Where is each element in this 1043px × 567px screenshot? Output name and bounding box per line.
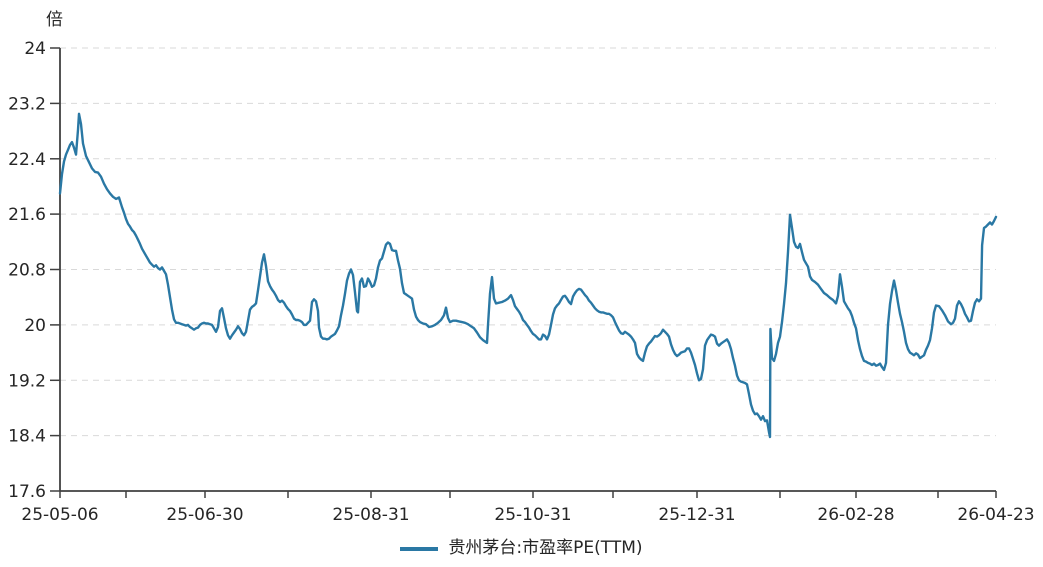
chart-legend: 贵州茅台:市盈率PE(TTM) — [0, 537, 1043, 561]
y-tick-label: 22.4 — [8, 150, 46, 170]
y-tick-label: 24 — [24, 39, 46, 59]
x-tick-label: 25-10-31 — [494, 505, 571, 525]
pe-ttm-series-line — [58, 112, 998, 439]
legend-series-label: 贵州茅台:市盈率PE(TTM) — [448, 538, 643, 558]
x-tick-label: 25-05-06 — [21, 505, 98, 525]
x-tick-label: 25-08-31 — [332, 505, 409, 525]
y-tick-label: 20 — [24, 316, 46, 336]
x-tick-label: 26-04-23 — [957, 505, 1034, 525]
y-tick-label: 18.4 — [8, 427, 46, 447]
x-tick-label: 26-02-28 — [817, 505, 894, 525]
y-tick-label: 19.2 — [8, 371, 46, 391]
x-tick-label: 25-12-31 — [658, 505, 735, 525]
y-axis-unit-label: 倍 — [46, 10, 63, 30]
x-tick-label: 25-06-30 — [166, 505, 243, 525]
legend-line-swatch — [400, 546, 439, 551]
y-tick-label: 20.8 — [8, 261, 46, 281]
y-tick-label: 17.6 — [8, 482, 46, 502]
y-tick-label: 21.6 — [8, 205, 46, 225]
y-tick-label: 23.2 — [8, 94, 46, 114]
